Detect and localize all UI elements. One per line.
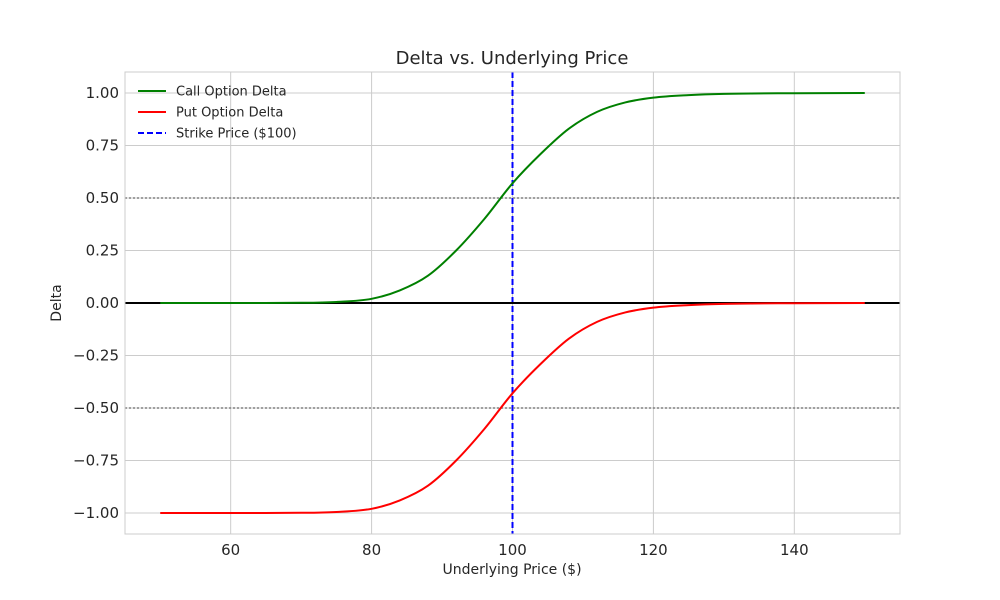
plot-frame — [124, 71, 901, 535]
x-tick-label: 80 — [362, 541, 381, 559]
x-tick-label: 100 — [498, 541, 527, 559]
y-tick-label: −0.50 — [73, 399, 119, 417]
legend: Call Option Delta Put Option Delta Strike … — [138, 85, 297, 142]
x-axis-label: Underlying Price ($) — [442, 562, 581, 578]
y-tick-label: 0.50 — [86, 189, 119, 207]
legend-label: Strike Price ($100) — [176, 127, 297, 142]
y-tick-label: −0.75 — [73, 452, 119, 470]
y-tick-label: −0.25 — [73, 347, 119, 365]
x-tick-label: 60 — [221, 541, 240, 559]
plot-area — [124, 71, 901, 535]
y-tick-label: 0.00 — [86, 294, 119, 312]
x-tick-label: 140 — [780, 541, 809, 559]
y-axis-label: Delta — [49, 284, 65, 321]
y-tick-label: 0.75 — [86, 137, 119, 155]
put-delta-line — [160, 302, 865, 515]
x-tick-labels: 60 80 100 120 140 — [221, 541, 809, 559]
series-lines — [160, 92, 865, 515]
y-tick-label: 0.25 — [86, 242, 119, 260]
x-tick-label: 120 — [639, 541, 668, 559]
y-tick-label: 1.00 — [86, 84, 119, 102]
y-tick-labels: 1.00 0.75 0.50 0.25 0.00 −0.25 −0.50 −0.75 −1.00 — [73, 84, 119, 522]
y-tick-label: −1.00 — [73, 504, 119, 522]
legend-label: Put Option Delta — [176, 106, 283, 121]
call-delta-line — [160, 92, 865, 305]
legend-label: Call Option Delta — [176, 85, 287, 100]
chart-title: Delta vs. Underlying Price — [396, 48, 629, 69]
